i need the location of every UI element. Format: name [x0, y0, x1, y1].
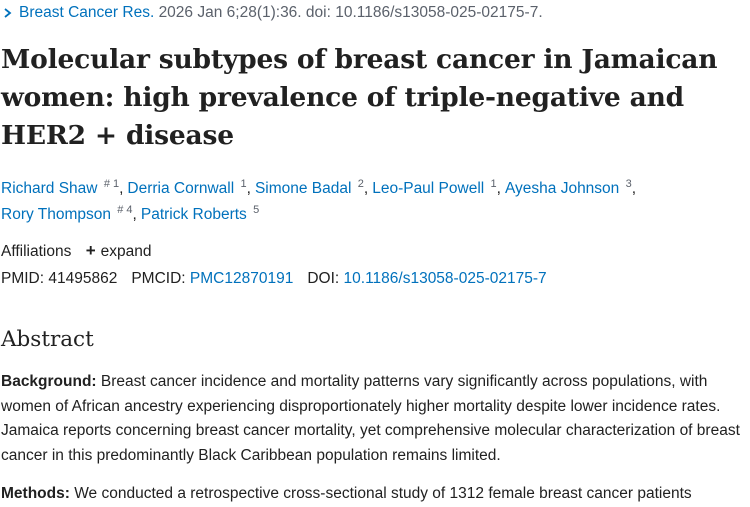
chevron-right-icon: [4, 8, 12, 18]
equal-contribution-mark: #: [117, 203, 124, 216]
doi-link[interactable]: 10.1186/s13058-025-02175-7: [343, 270, 547, 287]
methods-label: Methods:: [1, 485, 70, 502]
author-separator: ,: [246, 180, 251, 197]
affiliation-ref[interactable]: 2: [357, 178, 364, 190]
equal-contribution-mark: #: [103, 178, 110, 190]
affiliation-ref[interactable]: 4: [126, 203, 133, 216]
plus-icon: +: [85, 241, 96, 260]
author-link[interactable]: Rory Thompson: [1, 205, 111, 223]
author-link[interactable]: Simone Badal: [254, 180, 352, 197]
author-separator: ,: [363, 180, 369, 197]
abstract-background: Background: Breast cancer incidence and …: [1, 370, 746, 468]
pmid-value: 41495862: [48, 270, 118, 287]
identifiers-row: PMID: 41495862 PMCID: PMC12870191 DOI: 10.…: [1, 269, 547, 289]
methods-text: We conducted a retrospective cross-secti…: [74, 485, 692, 502]
abstract-methods: Methods: We conducted a retrospective cr…: [1, 482, 746, 507]
affiliation-ref[interactable]: 1: [112, 178, 120, 190]
author-link[interactable]: Leo-Paul Powell: [372, 180, 485, 197]
author-link[interactable]: Richard Shaw: [1, 180, 98, 197]
pmcid-label: PMCID:: [131, 270, 186, 287]
author-link[interactable]: Derria Cornwall: [127, 180, 235, 197]
citation-details: 2026 Jan 6;28(1):36. doi: 10.1186/s13058…: [158, 4, 543, 21]
author-separator: ,: [496, 180, 501, 197]
journal-link[interactable]: Breast Cancer Res.: [19, 4, 155, 21]
author-link[interactable]: Ayesha Johnson: [504, 180, 620, 197]
affiliation-ref[interactable]: 1: [240, 178, 247, 190]
author-separator: ,: [132, 205, 137, 223]
citation-line: Breast Cancer Res. 2026 Jan 6;28(1):36. …: [0, 3, 543, 23]
affiliation-ref[interactable]: 1: [490, 178, 497, 190]
affiliations-row: Affiliations + expand: [1, 241, 151, 262]
article-title: Molecular subtypes of breast cancer in J…: [1, 44, 718, 151]
author-separator: ,: [631, 180, 637, 197]
affiliations-expand-button[interactable]: + expand: [85, 241, 152, 260]
pmid-label: PMID:: [1, 270, 45, 287]
author-link[interactable]: Patrick Roberts: [140, 205, 247, 223]
affiliation-ref[interactable]: 5: [253, 203, 260, 216]
background-text: Breast cancer incidence and mortality pa…: [1, 373, 740, 464]
expand-label: expand: [100, 243, 152, 260]
background-label: Background:: [1, 373, 97, 390]
pmcid-link[interactable]: PMC12870191: [189, 270, 294, 287]
author-list: Richard Shaw #1, Derria Cornwall 1, Simone…: [1, 176, 741, 227]
author-separator: ,: [119, 180, 124, 197]
affiliations-label: Affiliations: [1, 243, 72, 260]
affiliation-ref[interactable]: 3: [625, 178, 632, 190]
doi-label: DOI:: [307, 270, 340, 287]
abstract-heading: Abstract: [1, 327, 94, 352]
